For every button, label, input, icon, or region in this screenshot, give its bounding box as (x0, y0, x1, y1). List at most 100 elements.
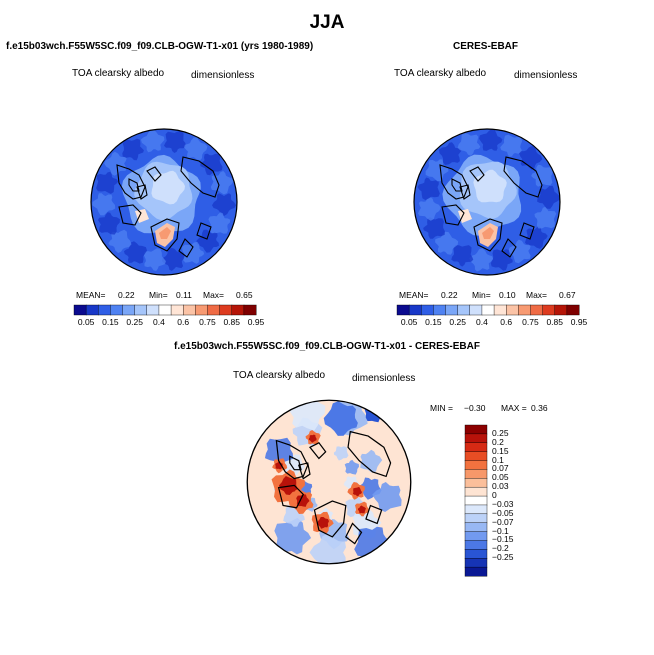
panel2-max-value: 0.67 (559, 290, 576, 300)
albedo-patch (123, 241, 147, 264)
colorbar-tick-label: −0.03 (492, 498, 514, 509)
albedo-patch (212, 193, 236, 216)
colorbar-tick-label: 0.1 (492, 454, 504, 465)
colorbar-tick-label: 0.15 (425, 317, 442, 327)
albedo-patch (457, 132, 481, 156)
colorbar-segment (518, 304, 531, 316)
archipelago-patch (135, 209, 149, 223)
colorbar-tick-label: 0.07 (492, 463, 509, 474)
colorbar-tick-label: 0.95 (247, 317, 265, 327)
panel1-field-label: TOA clearsky albedo (72, 68, 165, 79)
albedo-patch (439, 142, 462, 165)
coastline (347, 430, 392, 478)
panel2-min-label: Min= (472, 290, 491, 300)
panel1-colorbar (73, 304, 257, 316)
panel2-colorbar (396, 304, 580, 316)
colorbar-tick-label: −0.05 (492, 507, 514, 518)
colorbar-tick-label: 0.75 (522, 317, 539, 327)
colorbar-tick-label: 0.25 (492, 427, 509, 438)
panel1-mean-value: 0.22 (118, 290, 135, 300)
colorbar-segment (134, 304, 148, 316)
panel1-units-label: dimensionless (191, 70, 255, 81)
colorbar-segment (464, 566, 488, 577)
colorbar-segment (469, 304, 483, 316)
albedo-patch (98, 212, 120, 235)
albedo-patch (208, 212, 231, 234)
colorbar-segment (464, 522, 488, 533)
coastline (275, 439, 309, 480)
albedo-patch (104, 151, 127, 176)
colorbar-tick-label: 0.03 (492, 481, 509, 492)
map-field (247, 400, 411, 564)
panel2-mean-value: 0.22 (441, 290, 458, 300)
colorbar-segment (195, 304, 208, 316)
panel2-max-label: Max= (526, 290, 548, 300)
colorbar-segment (464, 531, 488, 541)
coastline (365, 504, 383, 525)
panel2-min-value: 0.10 (499, 290, 516, 300)
colorbar-tick-label: 0.4 (476, 317, 488, 327)
albedo-patch (423, 217, 445, 239)
albedo-patch (500, 134, 523, 157)
albedo-patch (92, 193, 116, 216)
colorbar-segment (464, 504, 488, 515)
coastline (178, 238, 194, 258)
greenland-ice-core (159, 227, 171, 239)
albedo-patch (96, 171, 119, 194)
colorbar-tick-label: 0.25 (126, 317, 143, 327)
colorbar-segment (464, 558, 488, 568)
archipelago-patch (458, 209, 472, 223)
season-title: JJA (309, 12, 345, 33)
colorbar-tick-label: 0.6 (177, 317, 190, 327)
colorbar-tick-label: 0.75 (199, 317, 216, 327)
negative-anomaly (309, 533, 347, 564)
positive-anomaly (308, 434, 317, 443)
negative-anomaly (333, 446, 349, 461)
albedo-patch (534, 206, 557, 229)
panel2-field-label: TOA clearsky albedo (394, 68, 487, 79)
colorbar-segment (566, 304, 580, 316)
negative-anomaly (274, 517, 312, 555)
panel2-mean-label: MEAN= (399, 290, 429, 300)
coastline (451, 178, 463, 192)
colorbar-tick-label: −0.25 (492, 552, 514, 563)
colorbar-segment (408, 304, 422, 316)
coastline (503, 156, 543, 198)
colorbar-tick-label: 0.05 (400, 317, 418, 327)
coastline (277, 484, 304, 509)
panel3-units-label: dimensionless (352, 373, 416, 384)
colorbar-segment (457, 304, 471, 316)
positive-anomaly (358, 505, 366, 514)
colorbar-segment (464, 495, 488, 506)
colorbar-tick-label: −0.07 (492, 516, 514, 527)
colorbar-segment (110, 304, 124, 316)
coastline (146, 166, 162, 182)
albedo-patch (525, 226, 548, 249)
colorbar-segment (98, 304, 111, 316)
colorbar-tick-label: 0.25 (449, 317, 466, 327)
coastline (180, 156, 220, 198)
coastline (136, 184, 148, 200)
colorbar-tick-label: 0.15 (492, 445, 509, 456)
positive-anomaly (316, 516, 329, 529)
colorbar-segment (122, 304, 136, 316)
colorbar-tick-label: −0.2 (492, 543, 509, 554)
albedo-patch (425, 159, 449, 182)
panel3-max-label: MAX = (501, 403, 527, 413)
coastline (469, 166, 485, 182)
albedo-patch (196, 229, 219, 253)
colorbar-segment (445, 304, 459, 316)
panel1-mean-label: MEAN= (76, 290, 106, 300)
colorbar-segment (464, 433, 488, 444)
colorbar-segment (464, 540, 488, 550)
coastline (313, 500, 347, 538)
colorbar-segment (464, 469, 488, 479)
panel1-max-value: 0.65 (236, 290, 253, 300)
panel2-title: CERES-EBAF (453, 41, 519, 52)
colorbar-segment (170, 304, 184, 316)
map-border (90, 128, 238, 276)
coastline (116, 164, 146, 200)
colorbar-segment (481, 304, 495, 316)
albedo-patch (108, 229, 132, 253)
positive-anomaly (278, 475, 298, 495)
